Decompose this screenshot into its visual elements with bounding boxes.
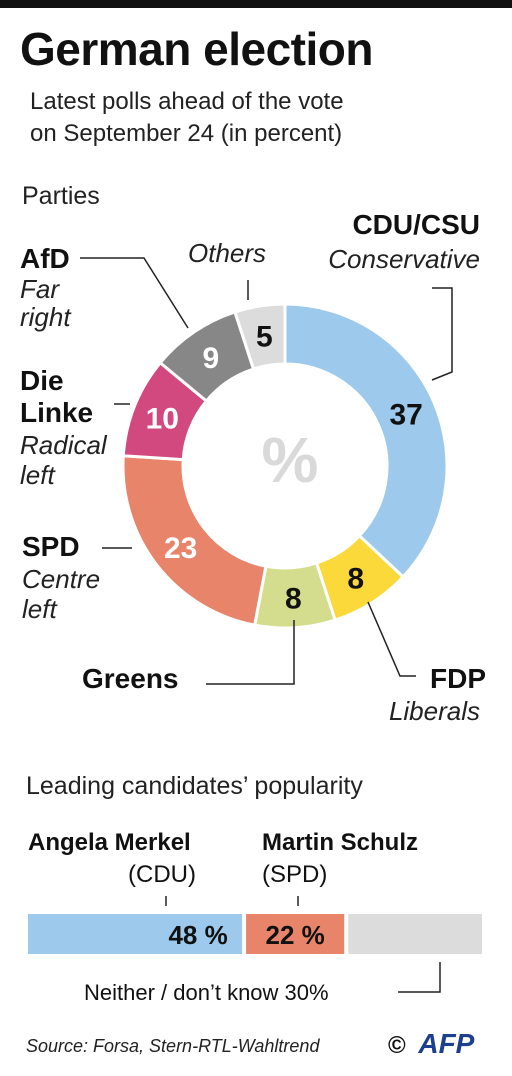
label-spd-desc-2: left [22, 594, 57, 624]
leader-lines [80, 257, 453, 993]
slice-value-spd: 23 [164, 532, 197, 565]
leader-cdu [431, 287, 453, 381]
slice-value-fdp: 8 [347, 562, 364, 595]
label-afd-name: AfD [20, 243, 70, 274]
label-greens-name: Greens [82, 663, 179, 694]
label-cdu-desc: Conservative [328, 244, 480, 274]
label-afd-desc-1: Far [20, 274, 59, 304]
merkel-party: (CDU) [128, 861, 196, 888]
donut-chart: 37 8 8 23 10 9 5 [121, 302, 449, 630]
leader-fdp [367, 601, 416, 677]
neither-label: Neither / don’t know 30% [84, 980, 329, 1005]
merkel-name: Angela Merkel [28, 829, 191, 856]
label-spd-desc-1: Centre [22, 564, 101, 594]
label-linke-name-1: Die [20, 365, 64, 396]
slice-value-linke: 10 [146, 402, 179, 435]
parties-heading: Parties [22, 182, 100, 210]
slice-value-afd: 9 [202, 342, 219, 375]
copyright-symbol: © [388, 1032, 406, 1059]
leader-greens [206, 620, 295, 685]
schulz-name: Martin Schulz [262, 829, 419, 856]
label-fdp-name: FDP [430, 663, 486, 694]
label-fdp-desc: Liberals [388, 696, 480, 726]
top-rule [0, 0, 512, 8]
bar-schulz [246, 914, 345, 954]
leader-neither [398, 962, 441, 993]
donut-slice-others [233, 302, 287, 371]
bar-merkel-value: 48 % [168, 920, 227, 950]
chart-subtitle: Latest polls ahead of the vote on Septem… [30, 86, 344, 150]
subtitle-line-1: Latest polls ahead of the vote [30, 88, 344, 115]
schulz-party: (SPD) [262, 861, 328, 888]
candidates-heading: Leading candidates’ popularity [26, 772, 363, 800]
bar-merkel [28, 914, 243, 954]
donut-slice-spd [121, 454, 268, 627]
slice-value-others: 5 [256, 321, 273, 354]
slice-value-greens: 8 [285, 583, 302, 616]
label-linke-name-2: Linke [20, 397, 94, 428]
chart-title: German election [20, 23, 373, 75]
label-spd-name: SPD [22, 531, 80, 562]
subtitle-line-2: on September 24 (in percent) [30, 120, 343, 147]
label-linke-desc-2: left [20, 460, 55, 490]
bar-schulz-value: 22 % [266, 920, 325, 950]
leader-afd [80, 257, 189, 329]
slice-value-cdu: 37 [389, 399, 422, 432]
donut-slice-cdu [283, 302, 449, 580]
percent-symbol: % [262, 424, 319, 496]
label-others-name: Others [188, 238, 267, 268]
afp-logo: © AFP [388, 1028, 474, 1060]
label-cdu-name: CDU/CSU [352, 209, 480, 240]
label-afd-desc-2: right [20, 302, 71, 332]
afp-logo-text: AFP [418, 1028, 475, 1059]
popularity-bar: 48 % 22 % [28, 914, 482, 954]
source-note: Source: Forsa, Stern-RTL-Wahltrend [26, 1036, 320, 1056]
label-linke-desc-1: Radical [20, 430, 107, 460]
bar-neither [348, 914, 482, 954]
